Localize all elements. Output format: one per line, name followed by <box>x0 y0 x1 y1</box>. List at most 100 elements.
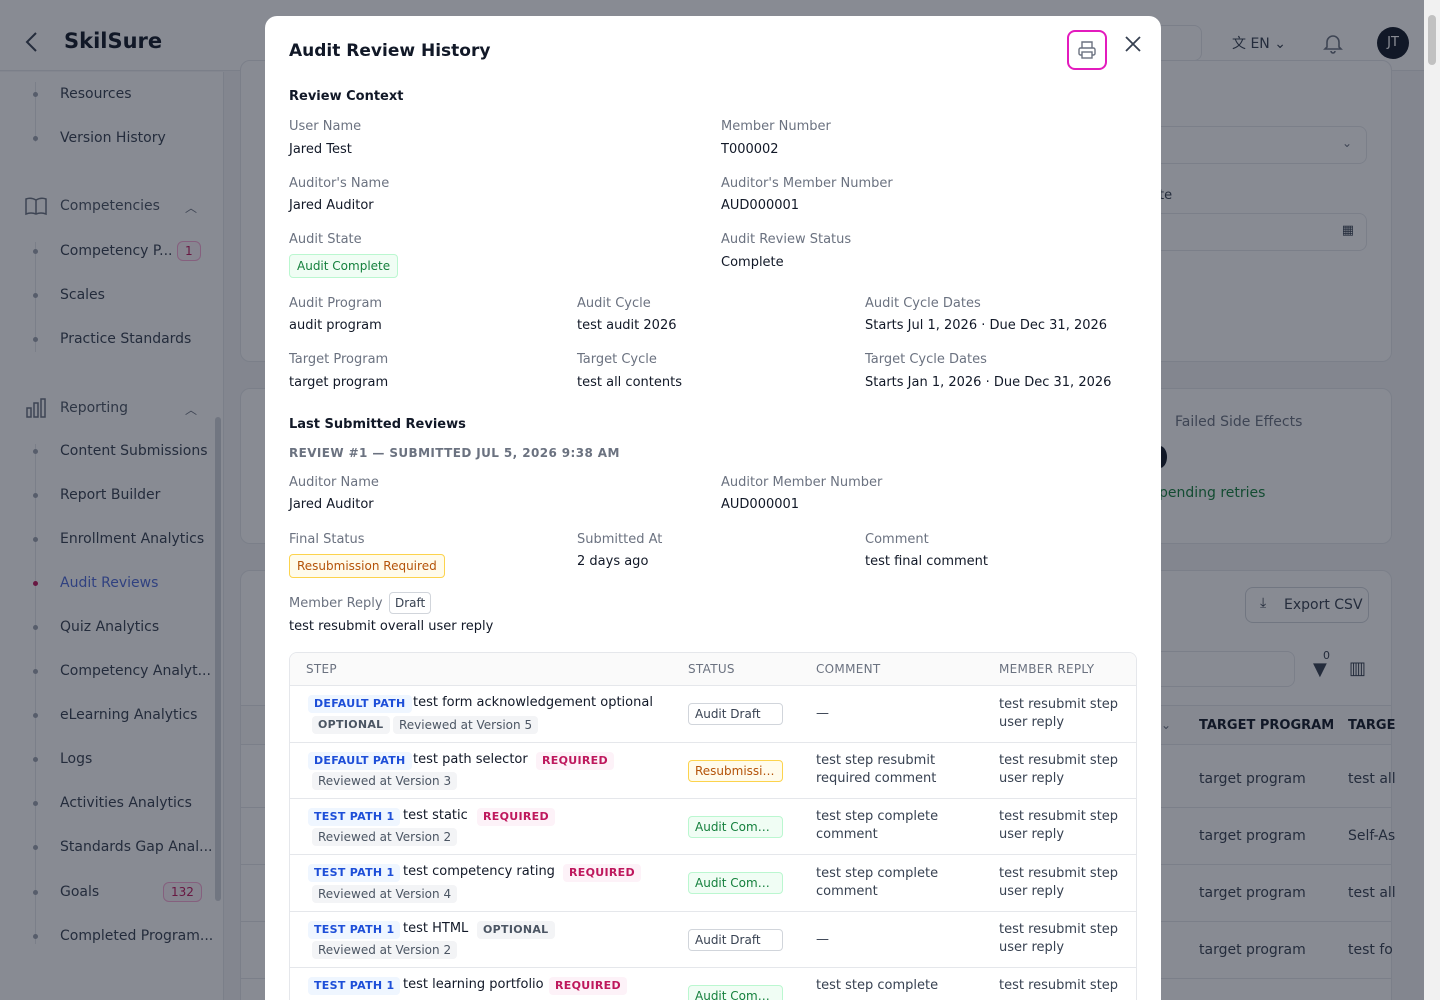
final-status-label: Final Status <box>289 532 365 547</box>
step-member-reply: test resubmit step user reply <box>999 922 1119 955</box>
member-number-value: T000002 <box>721 142 779 157</box>
final-status-badge: Resubmission Required <box>289 554 445 578</box>
user-name-label: User Name <box>289 119 362 134</box>
version-tag: Reviewed at Version 5 <box>393 716 539 734</box>
audit-review-status-label: Audit Review Status <box>721 232 852 247</box>
print-button[interactable] <box>1067 30 1107 70</box>
target-cycle-label: Target Cycle <box>577 352 657 367</box>
member-number-label: Member Number <box>721 119 831 134</box>
version-tag: Reviewed at Version 4 <box>312 885 458 903</box>
table-row: DEFAULT PATH test form acknowledgement o… <box>290 686 1136 743</box>
close-icon <box>1125 36 1141 52</box>
audit-cycle-dates-label: Audit Cycle Dates <box>865 296 981 311</box>
step-name: test form acknowledgement optional <box>413 695 653 710</box>
column-header-step: STEP <box>306 662 337 676</box>
target-cycle-value: test all contents <box>577 375 682 390</box>
step-name: test learning portfolio <box>403 977 544 992</box>
step-member-reply: test resubmit step user reply <box>999 809 1119 842</box>
requirement-tag: OPTIONAL <box>477 921 555 939</box>
step-member-reply: test resubmit step user reply <box>999 697 1119 730</box>
audit-state-label: Audit State <box>289 232 362 247</box>
requirement-tag: REQUIRED <box>563 864 641 882</box>
path-tag: TEST PATH 1 <box>308 864 401 882</box>
auditor-name-label: Auditor's Name <box>289 176 390 191</box>
step-comment: test step resubmit required comment <box>816 753 937 786</box>
auditor-member-number-label: Auditor's Member Number <box>721 176 893 191</box>
table-row: TEST PATH 1 test static REQUIRED Reviewe… <box>290 799 1136 855</box>
step-member-reply: test resubmit step user reply <box>999 866 1119 899</box>
path-tag: TEST PATH 1 <box>308 977 401 995</box>
step-member-reply: test resubmit step user reply <box>999 753 1119 786</box>
target-program-label: Target Program <box>289 352 389 367</box>
column-header-member-reply: MEMBER REPLY <box>999 662 1095 676</box>
user-name-value: Jared Test <box>289 142 352 157</box>
step-name: test path selector <box>413 752 528 767</box>
step-comment: — <box>816 932 829 947</box>
review-auditor-member-number-label: Auditor Member Number <box>721 475 883 490</box>
submitted-at-value: 2 days ago <box>577 554 649 569</box>
target-cycle-dates-label: Target Cycle Dates <box>865 352 987 367</box>
version-tag: Reviewed at Version 3 <box>312 772 458 790</box>
step-comment: test step complete comment <box>816 809 939 842</box>
review-heading: REVIEW #1 — SUBMITTED JUL 5, 2026 9:38 A… <box>289 446 620 460</box>
review-auditor-name-label: Auditor Name <box>289 475 379 490</box>
table-header <box>290 653 1136 686</box>
step-name: test competency rating <box>403 864 555 879</box>
version-tag: Reviewed at Version 2 <box>312 941 458 959</box>
comment-label: Comment <box>865 532 929 547</box>
requirement-tag: REQUIRED <box>536 752 614 770</box>
printer-icon <box>1078 41 1096 59</box>
modal-title: Audit Review History <box>289 41 491 61</box>
audit-cycle-value: test audit 2026 <box>577 318 677 333</box>
audit-cycle-dates-value: Starts Jul 1, 2026 · Due Dec 31, 2026 <box>865 318 1108 333</box>
path-tag: TEST PATH 1 <box>308 921 401 939</box>
step-comment: test step complete <box>816 978 939 993</box>
auditor-member-number-value: AUD000001 <box>721 198 800 213</box>
step-name: test HTML <box>403 921 469 936</box>
review-auditor-name-value: Jared Auditor <box>289 497 374 512</box>
step-name: test static <box>403 808 468 823</box>
table-row: TEST PATH 1 test learning portfolio REQU… <box>290 968 1136 1000</box>
step-comment: — <box>816 706 829 721</box>
audit-review-status-value: Complete <box>721 255 784 270</box>
requirement-tag: REQUIRED <box>549 977 627 995</box>
member-reply-label: Member Reply <box>289 596 383 611</box>
status-badge: Audit Complete <box>688 816 783 838</box>
comment-value: test final comment <box>865 554 988 569</box>
steps-table: STEP STATUS COMMENT MEMBER REPLY DEFAULT… <box>289 652 1137 1000</box>
step-member-reply: test resubmit step <box>999 978 1119 993</box>
submitted-at-label: Submitted At <box>577 532 663 547</box>
review-auditor-member-number-value: AUD000001 <box>721 497 800 512</box>
requirement-tag: REQUIRED <box>477 808 555 826</box>
path-tag: DEFAULT PATH <box>308 695 412 713</box>
path-tag: TEST PATH 1 <box>308 808 401 826</box>
audit-program-value: audit program <box>289 318 382 333</box>
requirement-tag: OPTIONAL <box>312 716 390 734</box>
status-badge: Resubmission Required <box>688 760 783 782</box>
status-badge: Audit Draft <box>688 929 783 951</box>
last-submitted-reviews-heading: Last Submitted Reviews <box>289 417 466 432</box>
audit-state-badge: Audit Complete <box>289 254 399 278</box>
audit-cycle-label: Audit Cycle <box>577 296 651 311</box>
scrollbar-thumb[interactable] <box>1428 15 1436 65</box>
audit-review-history-modal: Audit Review History Review Context User… <box>265 16 1161 1000</box>
column-header-comment: COMMENT <box>816 662 881 676</box>
member-reply-value: test resubmit overall user reply <box>289 619 494 634</box>
audit-program-label: Audit Program <box>289 296 383 311</box>
column-header-status: STATUS <box>688 662 735 676</box>
version-tag: Reviewed at Version 2 <box>312 828 458 846</box>
auditor-name-value: Jared Auditor <box>289 198 374 213</box>
page-scrollbar[interactable] <box>1424 0 1440 1000</box>
status-badge: Audit Draft <box>688 703 783 725</box>
status-badge: Audit Complete <box>688 985 783 1000</box>
path-tag: DEFAULT PATH <box>308 752 412 770</box>
target-cycle-dates-value: Starts Jan 1, 2026 · Due Dec 31, 2026 <box>865 375 1112 390</box>
review-context-heading: Review Context <box>289 89 404 104</box>
table-row: DEFAULT PATH test path selector REQUIRED… <box>290 743 1136 799</box>
member-reply-badge: Draft <box>389 592 432 614</box>
table-row: TEST PATH 1 test competency rating REQUI… <box>290 855 1136 912</box>
status-badge: Audit Complete <box>688 872 783 894</box>
step-comment: test step complete comment <box>816 866 939 899</box>
table-row: TEST PATH 1 test HTML OPTIONAL Reviewed … <box>290 912 1136 968</box>
close-button[interactable] <box>1123 34 1143 54</box>
